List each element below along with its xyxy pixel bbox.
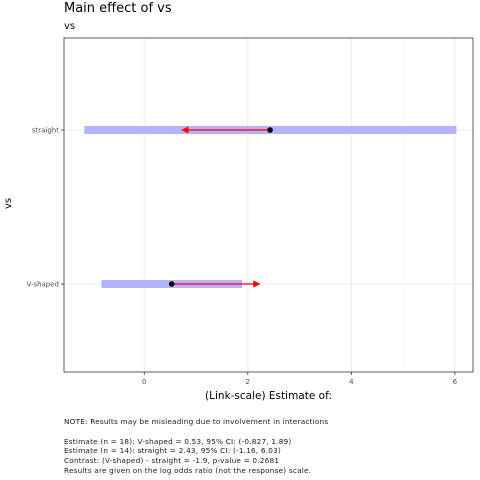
x-tick-label: 0: [142, 378, 146, 386]
panel-border: [63, 37, 474, 373]
panel-background: [64, 38, 473, 372]
chart-title: Main effect of vs: [64, 1, 172, 16]
x-axis-title: (Link-scale) Estimate of:: [205, 390, 332, 402]
note-line: Estimate (n = 14): straight = 2.43, 95% …: [64, 446, 282, 456]
x-tick-label: 2: [246, 378, 250, 386]
note-line: Contrast: (V-shaped) - straight = -1.9, …: [64, 456, 280, 466]
note-line: Estimate (n = 18): V-shaped = 0.53, 95% …: [64, 436, 292, 446]
y-tick-label: V-shaped: [27, 281, 59, 289]
plot-area: straight V-shaped 0 2 4 6: [27, 37, 474, 386]
x-tick-label: 6: [453, 378, 458, 386]
note-warning: NOTE: Results may be misleading due to i…: [64, 417, 329, 426]
note-line: Results are given on the log odds ratio …: [64, 465, 312, 475]
chart-subtitle: vs: [64, 21, 76, 32]
y-axis-title-wrap: vs: [0, 195, 20, 215]
note-spacer: [64, 427, 328, 437]
y-tick-label: straight: [32, 127, 59, 135]
estimate-point: [168, 281, 175, 287]
results-notes: NOTE: Results may be misleading due to i…: [64, 417, 328, 476]
y-axis-title: vs: [3, 197, 14, 209]
x-tick-label: 4: [349, 378, 354, 386]
estimate-point: [267, 127, 273, 133]
